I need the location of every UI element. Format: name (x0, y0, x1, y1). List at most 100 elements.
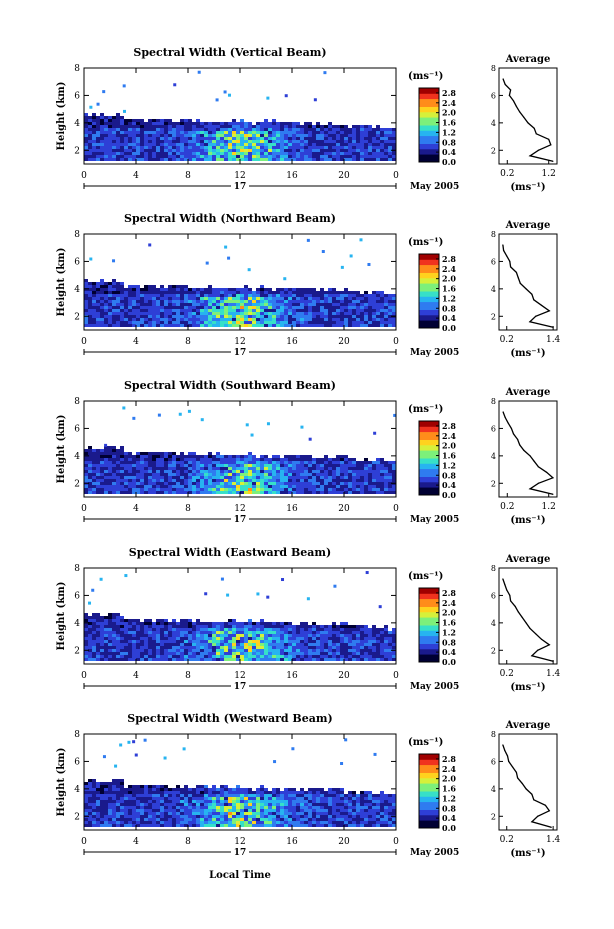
heatmap-cell (144, 140, 148, 143)
colorbar-unit: (ms⁻¹) (408, 404, 443, 415)
heatmap-cell (308, 625, 312, 628)
colorbar-segment (419, 293, 439, 297)
heatmap-cell (128, 622, 132, 625)
heatmap-cell (236, 652, 240, 655)
colorbar-tick-label: 2.4 (442, 98, 456, 108)
heatmap-cell (388, 321, 392, 324)
heatmap-cell (288, 461, 292, 464)
heatmap-cell (248, 619, 252, 622)
heatmap-cell (252, 455, 256, 458)
heatmap-cell (116, 306, 120, 309)
heatmap-cell (104, 300, 108, 303)
heatmap-cell (136, 637, 140, 640)
heatmap-cell (108, 791, 112, 794)
heatmap-cell (172, 628, 176, 631)
profile-point (502, 78, 504, 80)
heatmap-cell (192, 288, 196, 291)
heatmap-cell (324, 324, 328, 327)
heatmap-cell (112, 306, 116, 309)
heatmap-cell (248, 288, 252, 291)
heatmap-cell (192, 297, 196, 300)
heatmap-cell (340, 324, 344, 327)
heatmap-cell (168, 649, 172, 652)
heatmap-cell (348, 637, 352, 640)
heatmap-cell (116, 116, 120, 119)
heatmap-cell (272, 637, 276, 640)
heatmap-cell (156, 658, 160, 661)
heatmap-cell (260, 643, 264, 646)
heatmap-cell (256, 318, 260, 321)
heatmap-cell (124, 152, 128, 155)
heatmap-cell (264, 306, 268, 309)
heatmap-cell (220, 312, 224, 315)
heatmap-cell (356, 628, 360, 631)
profile-y-tick-label: 6 (491, 91, 496, 100)
heatmap-cell (172, 306, 176, 309)
heatmap-cell (92, 452, 96, 455)
heatmap-cell (308, 303, 312, 306)
heatmap-cell (280, 306, 284, 309)
heatmap-cell (84, 119, 88, 122)
heatmap-cell (120, 321, 124, 324)
heatmap-cell (104, 455, 108, 458)
heatmap-cell (132, 809, 136, 812)
heatmap-cell (324, 461, 328, 464)
heatmap-cell (392, 137, 396, 140)
heatmap-cell (104, 634, 108, 637)
heatmap-cell (328, 312, 332, 315)
heatmap-cell (88, 461, 92, 464)
heatmap-cell (344, 485, 348, 488)
heatmap-cell (108, 643, 112, 646)
heatmap-cell (204, 485, 208, 488)
heatmap-cell (108, 288, 112, 291)
heatmap-cell (120, 131, 124, 134)
heatmap-cell (376, 155, 380, 158)
heatmap-cell (88, 806, 92, 809)
heatmap-cell (192, 467, 196, 470)
heatmap-cell (360, 631, 364, 634)
heatmap-cell (252, 318, 256, 321)
heatmap-cell (320, 303, 324, 306)
heatmap-cell (220, 655, 224, 658)
heatmap-cell (88, 821, 92, 824)
colorbar-segment (419, 146, 439, 150)
heatmap-cell (132, 785, 136, 788)
heatmap-cell (256, 155, 260, 158)
heatmap-cell (220, 577, 224, 581)
heatmap-cell (248, 125, 252, 128)
profile-point (537, 466, 539, 468)
heatmap-cell (228, 309, 232, 312)
heatmap-cell (92, 306, 96, 309)
heatmap-cell (100, 140, 104, 143)
heatmap-cell (276, 137, 280, 140)
heatmap-cell (136, 288, 140, 291)
heatmap-cell (172, 631, 176, 634)
profile-point (535, 133, 537, 135)
heatmap-cell (340, 628, 344, 631)
heatmap-cell (356, 131, 360, 134)
heatmap-cell (252, 140, 256, 143)
heatmap-cell (264, 297, 268, 300)
heatmap-cell (116, 137, 120, 140)
heatmap-cell (320, 470, 324, 473)
heatmap-cell (164, 155, 168, 158)
heatmap-cell (204, 152, 208, 155)
heatmap-cell (228, 318, 232, 321)
heatmap-cell (228, 491, 232, 494)
heatmap-cell (88, 791, 92, 794)
heatmap-cell (132, 119, 136, 122)
heatmap-cell (288, 625, 292, 628)
heatmap-cell (104, 809, 108, 812)
heatmap-cell (320, 628, 324, 631)
heatmap-cell (328, 652, 332, 655)
heatmap-cell (268, 288, 272, 291)
heatmap-cell (368, 476, 372, 479)
heatmap-cell (184, 306, 188, 309)
heatmap-cell (348, 485, 352, 488)
heatmap-cell (256, 634, 260, 637)
heatmap-cell (316, 306, 320, 309)
heatmap-cell (300, 488, 304, 491)
heatmap-cell (112, 321, 116, 324)
heatmap-cell (84, 824, 88, 827)
